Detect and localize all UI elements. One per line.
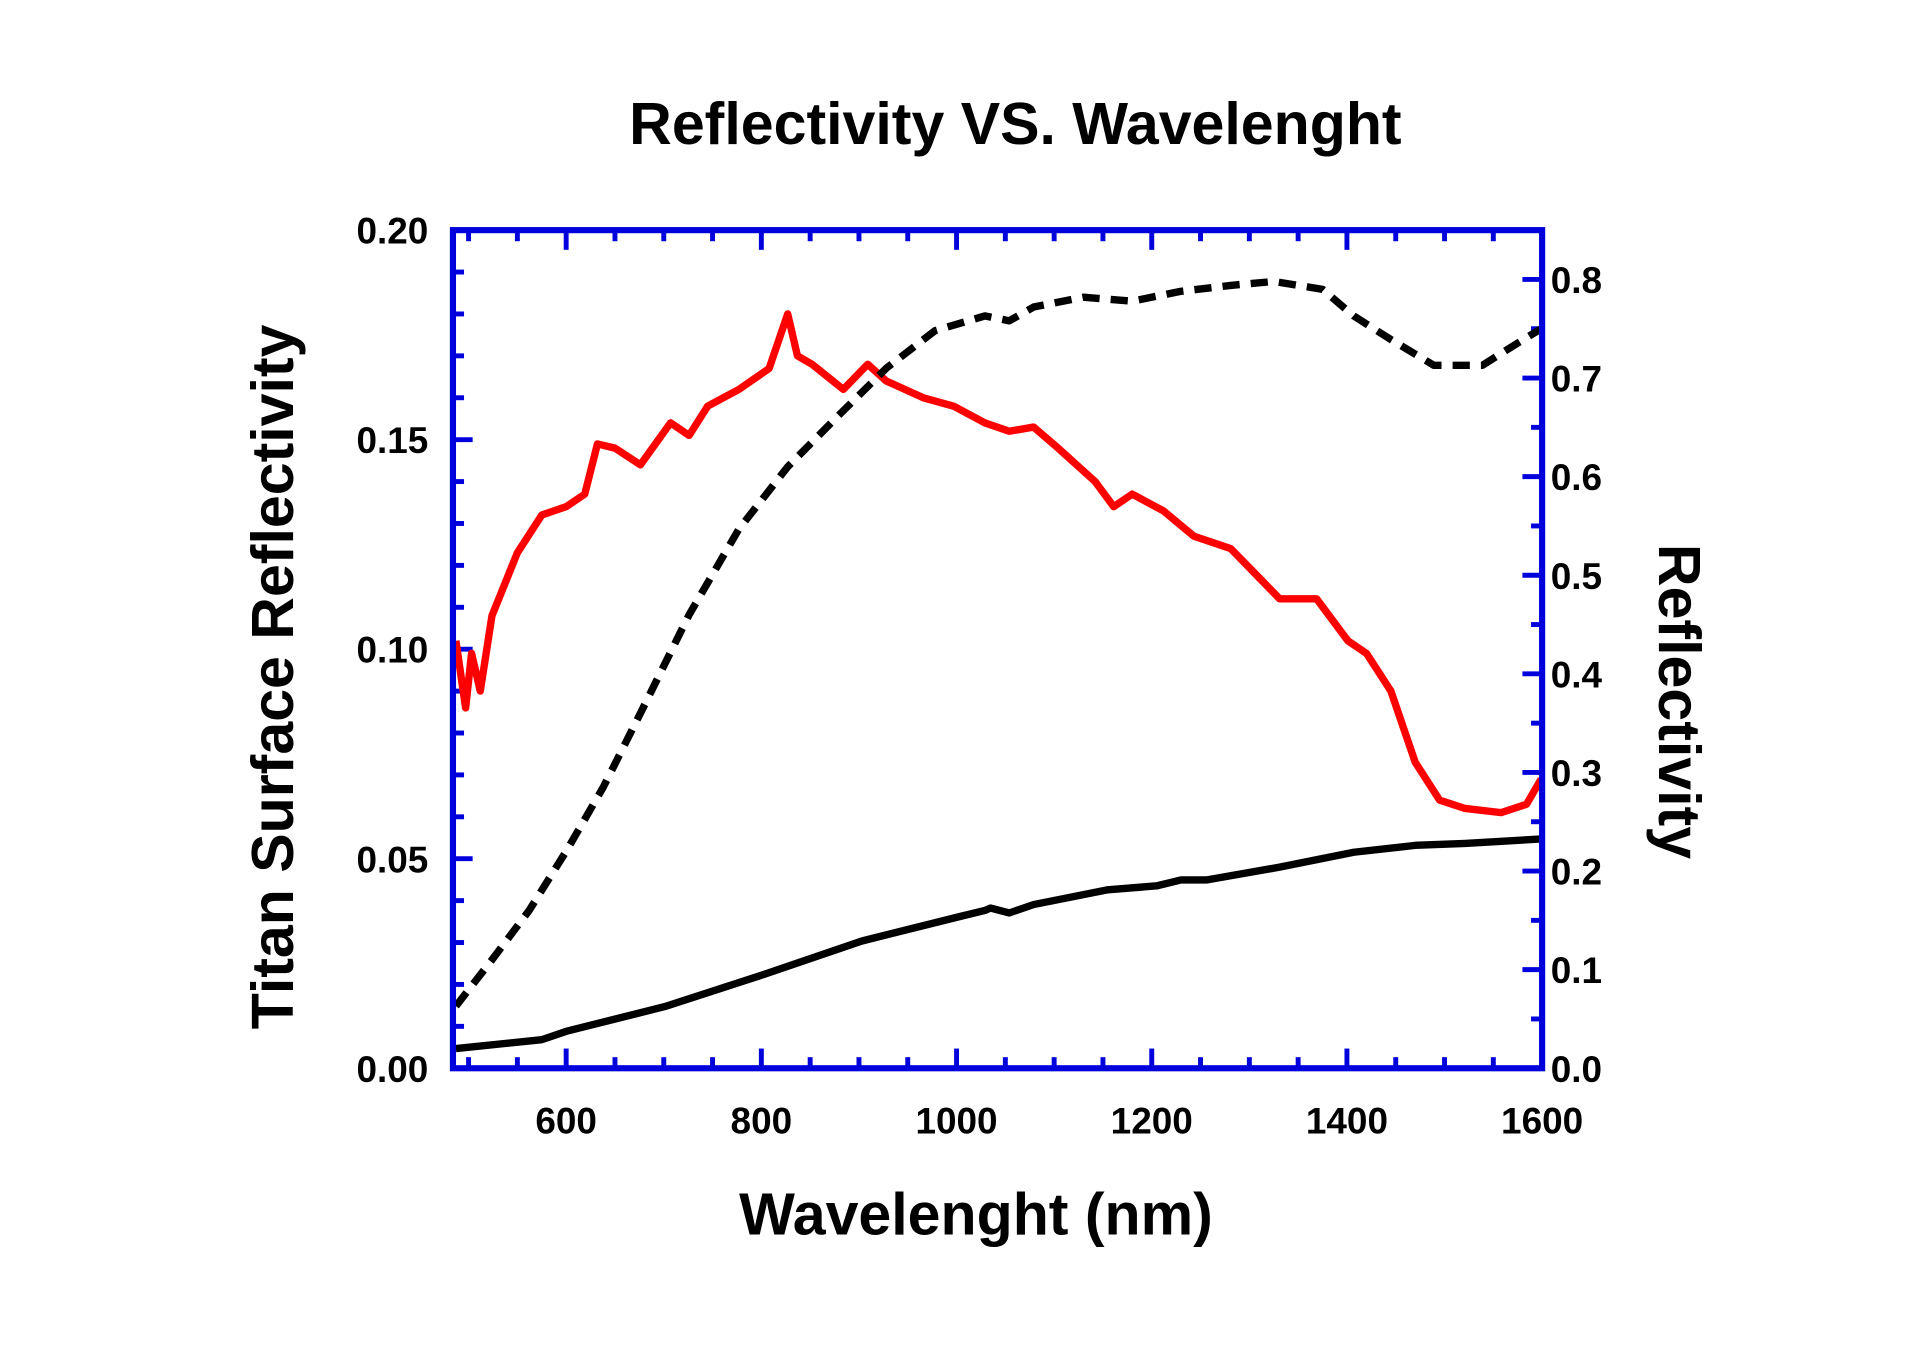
x-tick-label: 1200 — [1111, 1100, 1193, 1141]
tick-labels: 600 800 1000 1200 1400 1600 0.00 0.05 0.10 0.15 0.… — [356, 211, 1602, 1142]
axis-ticks — [452, 227, 1545, 1071]
x-tick-label: 1000 — [915, 1100, 997, 1141]
y2-tick-label: 0.2 — [1551, 852, 1602, 893]
y-tick-label: 0.15 — [356, 420, 428, 461]
series-line-1 — [452, 277, 1544, 1009]
y2-tick-label: 0.7 — [1551, 359, 1602, 400]
y2-axis-title: Reflectivity — [1646, 544, 1712, 859]
x-tick-label: 1400 — [1306, 1100, 1388, 1141]
y-tick-label: 0.00 — [356, 1049, 428, 1090]
x-tick-label: 800 — [731, 1100, 793, 1141]
series-line-2 — [455, 835, 1542, 1053]
y2-tick-label: 0.1 — [1551, 950, 1602, 991]
y2-tick-label: 0.3 — [1551, 753, 1602, 794]
series-line-0 — [452, 310, 1545, 817]
y-tick-label: 0.05 — [356, 839, 428, 880]
y-tick-label: 0.10 — [356, 630, 428, 671]
series-lines — [452, 277, 1545, 1053]
y-tick-label: 0.20 — [356, 211, 428, 252]
chart-title: Reflectivity VS. Wavelenght — [629, 91, 1401, 157]
y2-tick-label: 0.4 — [1551, 654, 1603, 695]
plot-frame — [449, 227, 1546, 1072]
x-tick-label: 600 — [535, 1100, 597, 1141]
y2-tick-label: 0.0 — [1551, 1049, 1602, 1090]
y2-tick-label: 0.6 — [1551, 457, 1602, 498]
x-tick-label: 1600 — [1501, 1100, 1583, 1141]
y-axis-title: Titan Surface Reflectivity — [240, 324, 306, 1029]
y2-tick-label: 0.5 — [1551, 556, 1602, 597]
x-axis-title: Wavelenght (nm) — [739, 1181, 1213, 1247]
y2-tick-label: 0.8 — [1551, 260, 1602, 301]
